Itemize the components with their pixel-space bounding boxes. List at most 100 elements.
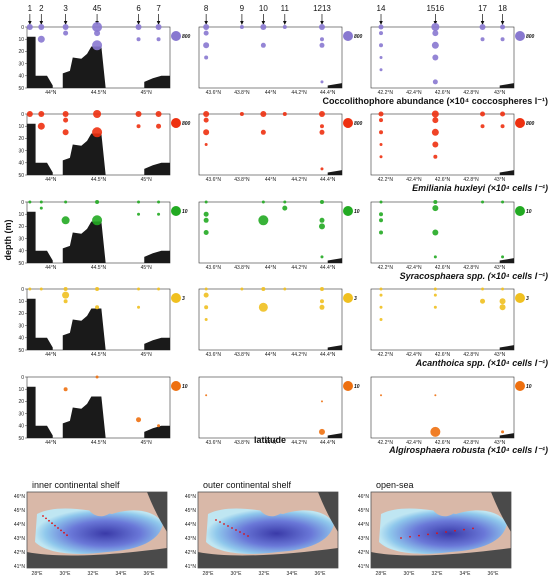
map-lon-label: 34°E — [287, 571, 299, 577]
depth-tick-label: 50 — [18, 86, 24, 92]
station-marker — [48, 519, 50, 522]
panel-3-open: 42.2°N 42.4°N 42.6°N 42.8°N 43°N 3 — [370, 287, 529, 358]
map-sea — [206, 508, 334, 554]
station-arrowhead — [500, 21, 505, 25]
abundance-bubble — [379, 43, 384, 48]
latitude-tick-label: 42.6°N — [435, 440, 451, 446]
abundance-bubble — [62, 291, 70, 299]
abundance-bubble — [319, 37, 324, 42]
abundance-bubble — [480, 111, 486, 117]
station-arrowhead — [480, 21, 485, 25]
seafloor-shape — [499, 258, 514, 263]
latitude-tick-label: 44°N — [45, 352, 57, 358]
map-land-south — [27, 548, 167, 568]
latitude-tick-label: 42.4°N — [406, 90, 422, 96]
y-axis-label: depth (m) — [3, 220, 13, 261]
latitude-tick-label: 43°N — [494, 352, 506, 358]
abundance-bubble — [433, 293, 437, 297]
latitude-tick-label: 44.2°N — [291, 440, 307, 446]
caption-ehux: Emiliania huxleyi (×10⁴ cells l⁻¹) — [412, 183, 548, 193]
depth-tick-label: 40 — [18, 161, 24, 167]
abundance-bubble — [319, 129, 325, 135]
latitude-tick-label: 44°N — [45, 440, 57, 446]
abundance-bubble — [318, 428, 325, 435]
abundance-bubble — [38, 111, 45, 117]
abundance-bubble — [318, 24, 325, 30]
legend-bubble — [171, 206, 181, 216]
abundance-bubble — [319, 217, 325, 223]
abundance-bubble — [203, 30, 209, 36]
abundance-bubble — [433, 255, 437, 259]
panel-0-open: 42.2°N 42.4°N 42.6°N 42.8°N 43°N 800 — [370, 23, 535, 96]
abundance-bubble — [240, 287, 244, 291]
depth-tick-label: 20 — [18, 136, 24, 142]
depth-tick-label: 10 — [18, 212, 24, 218]
abundance-bubble — [431, 110, 439, 118]
latitude-tick-label: 42.8°N — [463, 440, 479, 446]
seafloor-shape — [62, 308, 106, 350]
station-marker — [239, 531, 241, 533]
station-marker — [54, 524, 56, 527]
depth-tick-label: 10 — [18, 37, 24, 43]
station-label: 2 — [39, 4, 44, 13]
latitude-tick-label: 42.4°N — [406, 265, 422, 271]
seafloor-shape — [62, 46, 106, 88]
legend-value: 10 — [526, 384, 532, 390]
abundance-bubble — [156, 123, 162, 129]
legend-bubble — [343, 118, 353, 128]
abundance-bubble — [260, 42, 266, 48]
seafloor-shape — [27, 36, 53, 88]
depth-tick-label: 30 — [18, 236, 24, 242]
latitude-tick-label: 45°N — [141, 265, 153, 271]
abundance-bubble — [63, 30, 69, 36]
abundance-bubble — [380, 394, 383, 397]
panel-2-open: 42.2°N 42.4°N 42.6°N 42.8°N 43°N 10 — [370, 200, 532, 271]
map-lat-label: 42°N — [358, 550, 370, 556]
abundance-bubble — [157, 424, 161, 428]
map-lon-label: 32°E — [259, 571, 271, 577]
abundance-bubble — [39, 200, 43, 204]
latitude-tick-label: 43.8°N — [234, 265, 250, 271]
station-marker — [463, 528, 465, 531]
panel-0-outer: 43.6°N 43.8°N 44°N 44.2°N 44.4°N 800 — [198, 24, 363, 96]
station-marker — [51, 522, 53, 525]
abundance-bubble — [433, 200, 438, 204]
depth-tick-label: 20 — [18, 49, 24, 55]
abundance-bubble — [38, 24, 45, 30]
panel-4-outer: 43.6°N 43.8°N 44°N 44.2°N 44.4°N 10 — [198, 376, 360, 446]
abundance-bubble — [431, 23, 440, 31]
legend-bubble — [171, 293, 181, 303]
legend-bubble — [515, 206, 525, 216]
abundance-bubble — [430, 426, 441, 437]
abundance-bubble — [203, 217, 209, 223]
abundance-bubble — [432, 229, 439, 236]
abundance-bubble — [433, 154, 438, 159]
legend-bubble — [343, 381, 353, 391]
latitude-tick-label: 44°N — [265, 177, 277, 183]
latitude-tick-label: 44.2°N — [291, 352, 307, 358]
abundance-bubble — [157, 287, 161, 291]
abundance-bubble — [205, 394, 208, 397]
station-marker — [247, 535, 249, 537]
map-lat-label: 42°N — [14, 550, 26, 556]
abundance-bubble — [157, 200, 161, 204]
latitude-tick-label: 43.6°N — [206, 352, 222, 358]
abundance-bubble — [204, 287, 208, 291]
latitude-tick-label: 43.8°N — [234, 440, 250, 446]
abundance-bubble — [239, 112, 244, 116]
latitude-tick-label: 42.2°N — [378, 440, 394, 446]
map-land-south — [371, 548, 511, 568]
map-lat-label: 46°N — [14, 494, 26, 500]
abundance-bubble — [283, 200, 287, 204]
abundance-bubble — [319, 299, 324, 304]
latitude-tick-label: 43°N — [494, 90, 506, 96]
map-lon-label: 30°E — [404, 571, 416, 577]
plot-frame — [198, 113, 343, 176]
latitude-tick-label: 43°N — [494, 177, 506, 183]
plot-frame — [370, 26, 515, 89]
station-label: 7 — [156, 4, 161, 13]
abundance-bubble — [319, 287, 324, 291]
latitude-tick-label: 42.2°N — [378, 90, 394, 96]
abundance-bubble — [63, 287, 68, 291]
depth-tick-label: 0 — [21, 200, 24, 206]
